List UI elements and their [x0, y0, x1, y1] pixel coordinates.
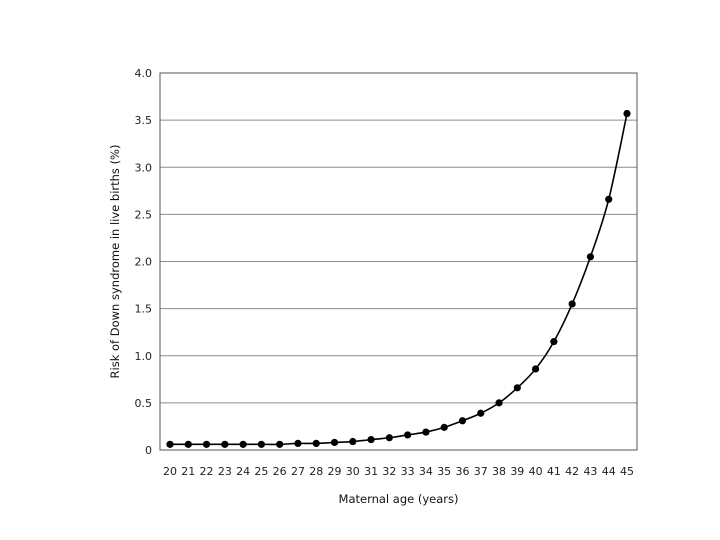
- y-tick-label: 1.0: [135, 350, 153, 363]
- data-point: [513, 384, 521, 392]
- x-tick-label: 38: [492, 465, 506, 478]
- y-tick-label: 0: [145, 444, 152, 457]
- x-tick-label: 31: [364, 465, 378, 478]
- x-tick-label: 20: [163, 465, 177, 478]
- x-tick-label: 27: [291, 465, 305, 478]
- data-point: [605, 195, 613, 203]
- x-tick-label: 37: [474, 465, 488, 478]
- x-tick-label: 21: [181, 465, 195, 478]
- x-tick-label: 43: [583, 465, 597, 478]
- x-axis-title: Maternal age (years): [339, 492, 459, 506]
- plot-area-frame: [159, 72, 638, 451]
- data-point: [294, 439, 302, 448]
- x-tick-label: 26: [273, 465, 287, 478]
- data-point: [404, 431, 412, 439]
- data-point: [312, 439, 320, 448]
- data-point: [568, 300, 576, 308]
- x-tick-label: 40: [529, 465, 543, 478]
- data-point: [330, 438, 339, 447]
- data-point: [367, 436, 375, 444]
- data-point: [184, 440, 192, 448]
- data-point: [586, 253, 595, 261]
- y-tick-label: 3.0: [135, 161, 153, 174]
- y-tick-label: 4.0: [135, 67, 153, 80]
- data-point: [422, 428, 430, 436]
- data-point: [202, 440, 211, 448]
- x-tick-label: 23: [218, 465, 232, 478]
- x-tick-label: 45: [620, 465, 634, 478]
- data-point: [257, 440, 265, 448]
- y-tick-label: 2.0: [135, 256, 153, 269]
- data-point: [385, 434, 393, 442]
- y-tick-label: 0.5: [135, 397, 153, 410]
- y-axis-title: Risk of Down syndrome in live births (%): [108, 145, 122, 379]
- x-tick-label: 29: [328, 465, 342, 478]
- y-tick-label: 1.5: [135, 303, 153, 316]
- data-point: [532, 365, 540, 373]
- x-tick-labels: 20 21 22 23 24 25 26 27 28 29 30 31 32 33 34 35 36 37 38 39…: [163, 465, 634, 478]
- data-point: [440, 423, 448, 431]
- data-point: [623, 109, 631, 118]
- gridlines: [160, 72, 637, 451]
- x-tick-label: 39: [510, 465, 524, 478]
- x-tick-label: 30: [346, 465, 360, 478]
- x-tick-label: 35: [437, 465, 451, 478]
- x-tick-label: 34: [419, 465, 433, 478]
- x-tick-label: 36: [455, 465, 469, 478]
- y-tick-label: 2.5: [135, 208, 153, 221]
- data-point: [477, 409, 485, 417]
- data-point: [239, 440, 247, 448]
- x-tick-label: 32: [382, 465, 396, 478]
- x-tick-label: 24: [236, 465, 250, 478]
- data-point: [550, 338, 558, 346]
- x-tick-label: 41: [547, 465, 561, 478]
- data-points: [166, 109, 631, 448]
- x-tick-label: 44: [602, 465, 616, 478]
- x-tick-label: 28: [309, 465, 323, 478]
- x-tick-label: 22: [200, 465, 214, 478]
- data-point: [166, 440, 174, 448]
- x-tick-label: 42: [565, 465, 579, 478]
- series-line: [170, 113, 628, 446]
- data-point: [276, 440, 284, 448]
- data-point: [495, 399, 503, 407]
- data-point: [221, 440, 229, 448]
- y-tick-label: 3.5: [135, 114, 153, 127]
- y-tick-labels: 0 0.5 1.0 1.5 2.0 2.5 3.0 3.5 4.0: [135, 67, 153, 457]
- x-tick-label: 33: [401, 465, 415, 478]
- x-tick-label: 25: [254, 465, 268, 478]
- data-point: [349, 437, 357, 446]
- data-point: [458, 417, 467, 425]
